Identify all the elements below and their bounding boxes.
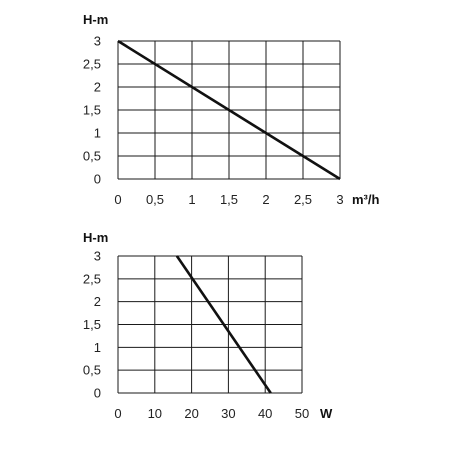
y-tick-label: 2,5 [83,271,101,286]
x-tick-label: 2 [262,192,269,207]
y-tick-label: 1 [94,126,101,141]
y-tick-label: 2 [94,294,101,309]
x-tick-label: 40 [258,406,272,421]
y-tick-label: 0 [94,386,101,401]
y-tick-label: 2,5 [83,57,101,72]
y-tick-label: 1 [94,340,101,355]
x-tick-label: 50 [295,406,309,421]
y-tick-label: 0,5 [83,149,101,164]
series-line [117,39,341,181]
chart-1: 0 0,5 1 1,5 2 2,5 3 0 0,5 1 1,5 2 2,5 3 H-m m³/h [83,12,380,207]
x-tick-label: 20 [184,406,198,421]
x-tick-label: 0 [114,192,121,207]
x-tick-label: 10 [148,406,162,421]
y-axis-label: H-m [83,230,108,245]
y-tick-label: 3 [94,34,101,49]
y-tick-label: 0 [94,172,101,187]
x-tick-label: 2,5 [294,192,312,207]
y-tick-label: 3 [94,249,101,264]
x-tick-label: 1,5 [220,192,238,207]
y-axis-label: H-m [83,12,108,27]
x-tick-label: 30 [221,406,235,421]
y-tick-label: 1,5 [83,103,101,118]
chart-2: 00,511,522,530 10 20 30 40 50H-mW [83,230,333,421]
y-tick-label: 0,5 [83,363,101,378]
y-tick-label: 2 [94,80,101,95]
x-tick-label: 0 [114,406,121,421]
x-tick-label: 1 [188,192,195,207]
series-line [175,255,272,394]
x-tick-label: 0,5 [146,192,164,207]
x-axis-label: m³/h [352,192,380,207]
x-axis-label: W [320,406,333,421]
x-tick-label: 3 [336,192,343,207]
y-tick-label: 1,5 [83,317,101,332]
